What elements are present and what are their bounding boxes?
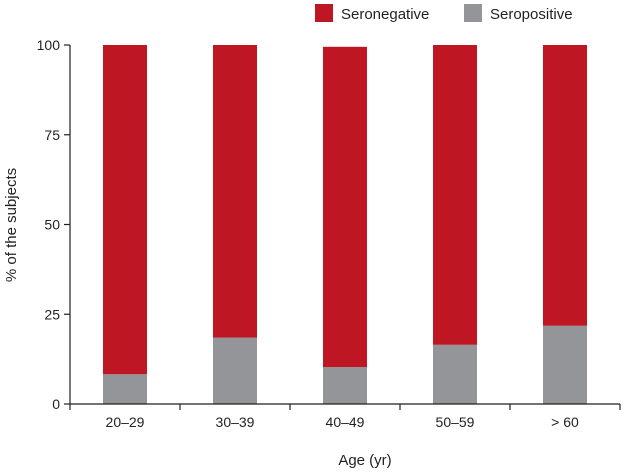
y-tick-label: 0 [52, 396, 60, 412]
bar-seronegative-4 [543, 45, 587, 326]
bars [103, 45, 587, 404]
x-tick-label: 20–29 [106, 414, 145, 430]
y-axis-label: % of the subjects [3, 168, 20, 282]
x-tick-label: 40–49 [326, 414, 365, 430]
x-axis-label: Age (yr) [338, 452, 391, 469]
y-tick-label: 50 [44, 217, 60, 233]
legend-swatch-seronegative [315, 4, 333, 22]
y-tick-label: 25 [44, 306, 60, 322]
bar-seropositive-1 [213, 337, 257, 404]
legend-label-seropositive: Seropositive [490, 6, 573, 23]
y-tick-label: 75 [44, 127, 60, 143]
bar-seronegative-3 [433, 45, 477, 345]
bar-seronegative-0 [103, 45, 147, 375]
legend-swatch-seropositive [464, 4, 482, 22]
bar-seronegative-2 [323, 46, 367, 368]
x-tick-label: 50–59 [436, 414, 475, 430]
bar-seropositive-2 [323, 367, 367, 404]
x-tick-label: > 60 [551, 414, 579, 430]
bar-seropositive-0 [103, 374, 147, 404]
legend-label-seronegative: Seronegative [341, 6, 429, 23]
bar-seronegative-1 [213, 45, 257, 338]
x-tick-label: 30–39 [216, 414, 255, 430]
bar-seropositive-4 [543, 325, 587, 404]
axes: 20–29 30–39 40–49 50–59 > 60 0 25 50 75 100 [37, 37, 621, 430]
bar-seropositive-3 [433, 344, 477, 404]
y-tick-label: 100 [37, 37, 61, 53]
legend: Seronegative Seropositive [315, 4, 573, 23]
